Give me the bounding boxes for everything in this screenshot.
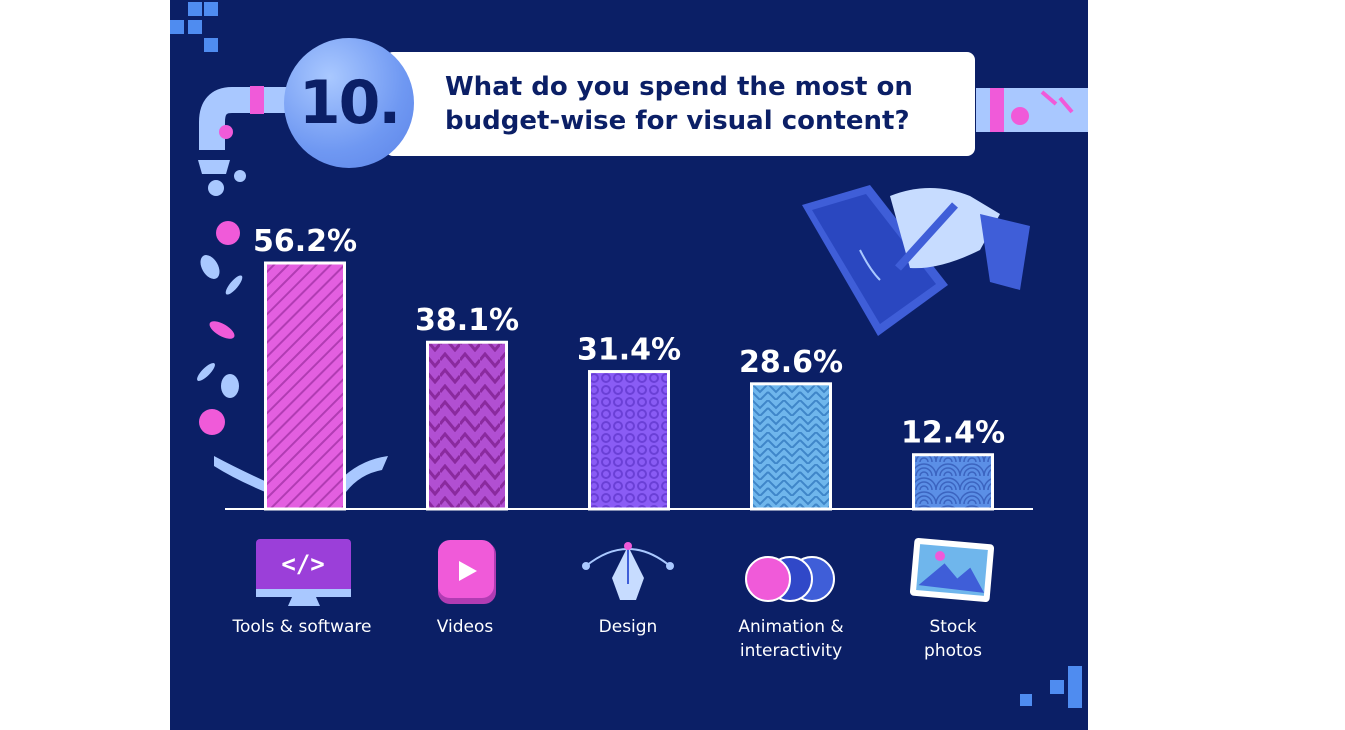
video-play-icon	[438, 540, 496, 604]
code-monitor-icon: </>	[256, 539, 351, 606]
bar-value-label-3: 28.6%	[739, 345, 843, 380]
tablet-hand-icon	[802, 185, 1030, 336]
pixel-decoration	[204, 2, 218, 16]
bar-1	[426, 340, 508, 511]
overlapping-circles-icon	[745, 556, 835, 602]
chart-title: What do you spend the most on budget-wis…	[445, 72, 913, 136]
question-number: 10.	[298, 68, 401, 138]
photo-icon	[909, 537, 995, 603]
pixel-decoration	[1020, 694, 1032, 706]
question-number-badge: 10.	[284, 38, 414, 168]
category-label-tools: Tools & software	[232, 617, 372, 637]
category-label-design: Design	[598, 617, 658, 637]
category-label-animation: Animation & interactivity	[738, 617, 844, 661]
pixel-decoration	[188, 20, 202, 34]
pixel-decoration	[170, 20, 184, 34]
question-title-box	[385, 52, 975, 156]
bar-3	[750, 382, 832, 511]
bar-4	[912, 453, 994, 511]
bar-2	[588, 370, 670, 511]
bar-value-label-1: 38.1%	[415, 303, 519, 338]
pixel-decoration	[1050, 680, 1064, 694]
bars-group: 56.2% 38.1% 31.4% 28.6% 12.4%	[253, 224, 1005, 511]
category-label-stock-photos: Stock photos	[924, 617, 982, 661]
bar-value-label-4: 12.4%	[901, 416, 1005, 451]
pen-tool-icon	[582, 542, 674, 600]
bar-value-label-0: 56.2%	[253, 224, 357, 259]
category-label-videos: Videos	[436, 617, 494, 637]
pixel-decoration	[1068, 680, 1082, 694]
pixel-decoration	[204, 38, 218, 52]
svg-text:</>: </>	[281, 550, 324, 578]
bar-0	[264, 261, 346, 511]
bar-value-label-2: 31.4%	[577, 333, 681, 368]
pixel-decoration	[1068, 694, 1082, 708]
pixel-decoration	[188, 2, 202, 16]
pixel-decoration	[1068, 666, 1082, 680]
pipe-icon	[976, 88, 1088, 132]
pipe-icon	[198, 86, 290, 196]
